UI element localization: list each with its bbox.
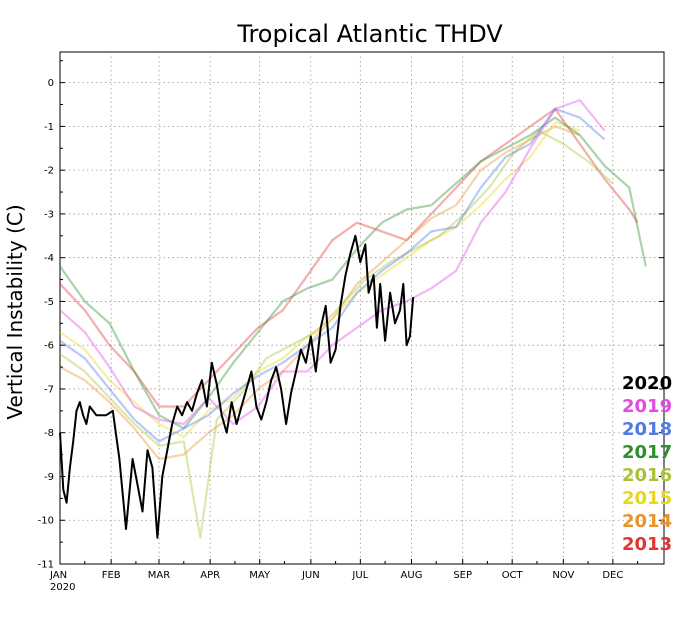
x-tick-label-month: DEC [602,570,623,581]
y-tick-label: -5 [44,297,54,308]
x-ticks: JAN FEB MAR APR MAY JUN JUL AUG SEP OCT NOV DEC 2020 [49,559,639,593]
legend-label-2013: 2013 [622,534,672,555]
y-tick-label: -8 [44,428,54,439]
x-tick-label-month: JUN [301,570,320,581]
x-tick-label-month: SEP [453,570,472,581]
y-tick-label: -1 [44,122,54,133]
series-line-2020 [59,234,415,539]
chart-title: Tropical Atlantic THDV [236,20,503,48]
y-ticks: 0 -1 -2 -3 -4 -5 -6 -7 -8 -9 -10 -11 [38,60,664,571]
series-line-2016 [59,129,614,539]
y-axis-label: Vertical Instability (C) [3,204,27,419]
y-tick-label: 0 [48,78,54,89]
plot-frame [59,51,665,565]
legend-label-2018: 2018 [622,419,672,440]
y-tick-label: -11 [38,560,54,571]
x-tick-label-month: MAY [249,570,271,581]
y-tick-label: -3 [44,209,54,220]
legend-label-2019: 2019 [622,396,672,417]
x-tick-label-month: JUL [351,570,368,581]
series-lines [59,98,647,539]
x-tick-label-month: MAR [148,570,170,581]
x-tick-label-month: NOV [552,570,574,581]
grid [60,52,664,564]
series-line-2019 [59,98,606,426]
y-tick-label: -9 [44,472,54,483]
x-tick-label-year: 2020 [50,582,75,593]
y-tick-label: -10 [38,516,54,527]
x-tick-label-month: OCT [502,570,524,581]
x-tick-label-month: FEB [102,570,121,581]
legend-label-2017: 2017 [622,442,672,463]
legend-label-2020: 2020 [622,373,672,394]
y-tick-label: -6 [44,341,54,352]
series-line-2017 [59,116,647,430]
x-tick-label-month: APR [200,570,220,581]
y-tick-label: -2 [44,166,54,177]
legend-label-2015: 2015 [622,488,672,509]
y-tick-label: -7 [44,384,54,395]
x-tick-label-month: JAN [49,570,67,581]
x-tick-label-month: AUG [401,570,423,581]
series-line-2013 [59,107,639,408]
legend-label-2016: 2016 [622,465,672,486]
y-tick-label: -4 [44,253,54,264]
series-line-2018 [59,107,606,443]
legend-label-2014: 2014 [622,511,672,532]
